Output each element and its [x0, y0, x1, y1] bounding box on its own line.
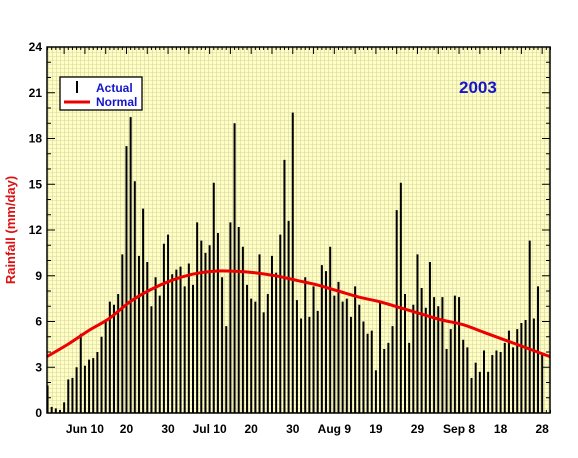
y-tick-label: 24: [29, 40, 43, 54]
x-tick-label: Jul 10: [193, 422, 227, 436]
plot-frame: [46, 46, 551, 414]
legend-actual-label: Actual: [96, 81, 133, 95]
x-tick-label: 19: [369, 422, 383, 436]
y-tick-label: 15: [29, 177, 43, 191]
x-tick-label: 20: [120, 422, 134, 436]
x-tick-label: 20: [245, 422, 259, 436]
y-tick-label: 9: [35, 269, 42, 283]
y-tick-label: 3: [35, 360, 42, 374]
y-tick-label: 0: [35, 406, 42, 420]
x-tick-label: 30: [161, 422, 175, 436]
x-tick-label: Sep 8: [443, 422, 475, 436]
x-tick-label: 18: [494, 422, 508, 436]
x-tick-label: 30: [286, 422, 300, 436]
legend: Actual Normal: [59, 76, 143, 111]
x-tick-label: 28: [536, 422, 550, 436]
actual-bars: [46, 112, 544, 413]
legend-box: [59, 76, 143, 111]
x-tick-label: Aug 9: [318, 422, 352, 436]
year-annotation: 2003: [459, 78, 497, 97]
y-tick-label: 12: [29, 223, 43, 237]
y-axis-label: Rainfall (mm/day): [3, 176, 18, 284]
y-tick-label: 6: [35, 315, 42, 329]
x-tick-label: Jun 10: [66, 422, 104, 436]
y-axis-ticks: 0 3 6 9 12 15 18 21 24: [29, 40, 550, 420]
x-tick-label: 29: [411, 422, 425, 436]
legend-normal-label: Normal: [96, 95, 137, 109]
normal-line: [46, 269, 551, 359]
y-tick-label: 21: [29, 86, 43, 100]
y-tick-label: 18: [29, 132, 43, 146]
